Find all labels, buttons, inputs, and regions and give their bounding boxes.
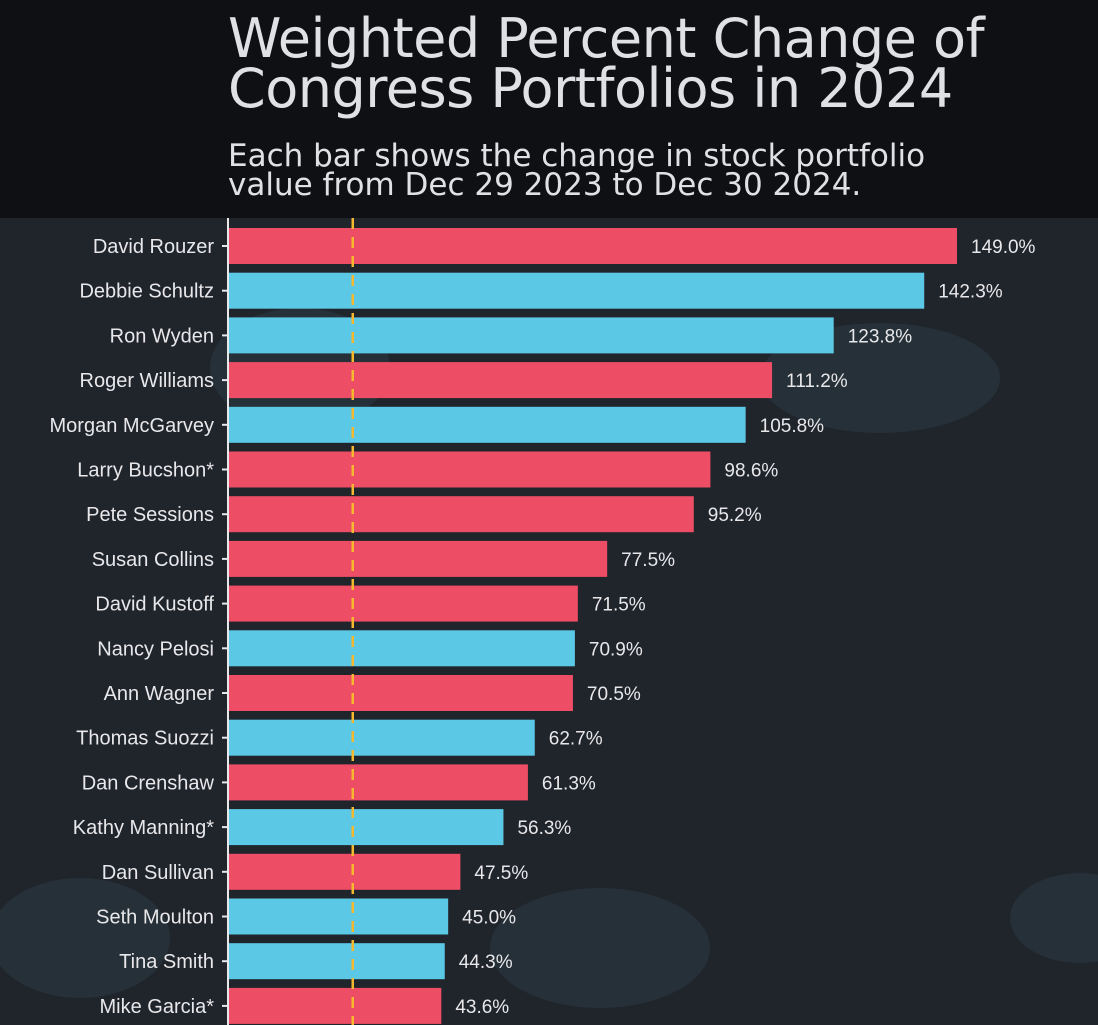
value-label: 56.3%	[517, 818, 571, 839]
bar	[228, 272, 925, 309]
bar	[228, 943, 445, 980]
bars-group	[228, 228, 957, 1024]
bar	[228, 630, 575, 667]
value-labels-group: 149.0% 142.3% 123.8% 111.2% 105.8% 98.6% 95.2%…	[455, 237, 1035, 1018]
value-label: 70.5%	[587, 684, 641, 705]
value-label: 123.8%	[848, 326, 913, 347]
value-label: 44.3%	[459, 952, 513, 973]
value-label: 95.2%	[708, 505, 762, 526]
bar	[228, 585, 578, 622]
chart-title-line-1: Weighted Percent Change of	[228, 7, 985, 70]
bar	[228, 540, 608, 577]
bar	[228, 898, 449, 935]
chart-header: Weighted Percent Change of Congress Port…	[0, 0, 1098, 218]
chart-title: Weighted Percent Change of Congress Port…	[228, 7, 1088, 120]
bar	[228, 719, 535, 756]
value-label: 142.3%	[938, 282, 1003, 303]
bar	[228, 451, 711, 488]
category-label: David Rouzer	[93, 236, 215, 258]
chart-subtitle: Each bar shows the change in stock portf…	[228, 138, 1088, 203]
value-label: 43.6%	[455, 997, 509, 1018]
value-label: 105.8%	[760, 416, 825, 437]
category-label: David Kustoff	[95, 594, 214, 616]
chart-title-line-2: Congress Portfolios in 2024	[228, 57, 953, 120]
bar	[228, 809, 504, 846]
chart-subtitle-line-2: value from Dec 29 2023 to Dec 30 2024.	[228, 167, 862, 203]
bar	[228, 764, 528, 801]
chart-subtitle-line-1: Each bar shows the change in stock portf…	[228, 138, 926, 174]
category-label: Dan Sullivan	[102, 862, 214, 884]
value-label: 71.5%	[592, 595, 646, 616]
category-label: Larry Bucshon*	[77, 460, 214, 482]
category-label: Seth Moulton	[96, 907, 214, 929]
value-label: 77.5%	[621, 550, 675, 571]
value-label: 62.7%	[549, 729, 603, 750]
value-label: 61.3%	[542, 773, 596, 794]
category-label: Ann Wagner	[104, 683, 215, 705]
category-label: Nancy Pelosi	[97, 638, 214, 660]
bar	[228, 496, 694, 533]
bar-chart: David Rouzer Debbie Schultz Ron Wyden Roger…	[0, 218, 1098, 1025]
bar	[228, 406, 746, 443]
bar	[228, 317, 834, 354]
category-label: Morgan McGarvey	[50, 415, 215, 437]
bar	[228, 853, 461, 890]
value-label: 47.5%	[474, 863, 528, 884]
category-label: Ron Wyden	[110, 325, 214, 347]
value-label: 45.0%	[462, 908, 516, 929]
category-label: Tina Smith	[119, 951, 214, 973]
category-label: Mike Garcia*	[100, 996, 215, 1018]
value-label: 111.2%	[786, 371, 848, 392]
category-label: Roger Williams	[80, 370, 214, 392]
category-label: Pete Sessions	[86, 504, 214, 526]
bar	[228, 228, 957, 264]
bar	[228, 987, 442, 1024]
category-label: Kathy Manning*	[73, 817, 214, 839]
whale-illustration	[0, 878, 170, 998]
category-label: Thomas Suozzi	[76, 728, 214, 750]
value-label: 70.9%	[589, 639, 643, 660]
whale-illustration	[1010, 873, 1098, 963]
category-label: Debbie Schultz	[79, 281, 214, 303]
plot-area: David Rouzer Debbie Schultz Ron Wyden Roger…	[0, 218, 1098, 1025]
whale-illustration	[490, 888, 710, 1008]
category-label: Dan Crenshaw	[82, 772, 215, 794]
bar	[228, 362, 773, 399]
bar	[228, 675, 573, 711]
category-labels-group: David Rouzer Debbie Schultz Ron Wyden Roger…	[50, 236, 228, 1018]
category-label: Susan Collins	[92, 549, 214, 571]
value-label: 149.0%	[971, 237, 1036, 258]
value-label: 98.6%	[724, 461, 778, 482]
